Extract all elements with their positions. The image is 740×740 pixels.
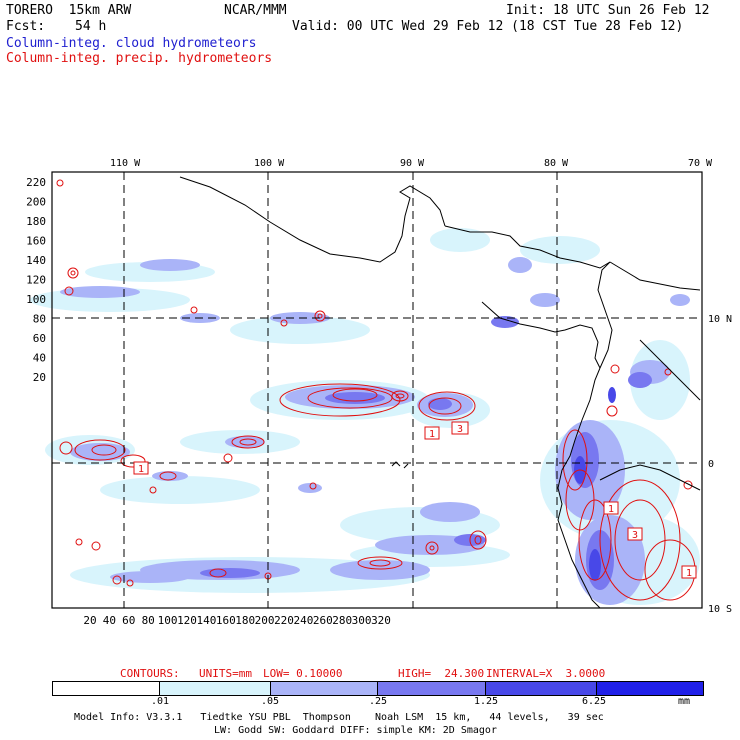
lon-label: 110 W xyxy=(110,158,141,169)
colorbar-label: .05 xyxy=(260,696,280,707)
colorbar-bin xyxy=(378,682,486,695)
contour-low: LOW= 0.10000 xyxy=(263,667,343,680)
colorbar-bin xyxy=(486,682,597,695)
x-tick-label: 300 xyxy=(352,614,372,627)
y-tick-label: 100 xyxy=(26,293,46,306)
x-tick-label: 200 xyxy=(255,614,275,627)
x-tick-label: 160 xyxy=(216,614,236,627)
forecast-label: Fcst: xyxy=(6,19,46,34)
x-tick-label: 100 xyxy=(158,614,178,627)
cloud-hydrometeor-shading xyxy=(30,228,700,605)
colorbar-units: mm xyxy=(677,696,691,707)
contour-label: 1 xyxy=(429,429,435,440)
colorbar-bin xyxy=(271,682,378,695)
contour-label: 1 xyxy=(608,504,614,515)
contour-label: 3 xyxy=(632,530,638,541)
y-tick-label: 20 xyxy=(33,371,46,384)
y-tick-label: 120 xyxy=(26,274,46,287)
colorbar-label: .01 xyxy=(150,696,170,707)
y-tick-label: 180 xyxy=(26,215,46,228)
x-tick-label: 120 xyxy=(177,614,197,627)
model-title: TORERO 15km ARW xyxy=(6,3,132,18)
y-tick-label: 160 xyxy=(26,235,46,248)
contour-label: 3 xyxy=(457,424,463,435)
y-tick-label: 80 xyxy=(33,313,46,326)
contour-units: UNITS=mm xyxy=(199,667,252,680)
model-physics: LW: Godd SW: Goddard DIFF: simple KM: 2D… xyxy=(214,725,497,736)
x-tick-label: 60 xyxy=(122,614,135,627)
precip-field-title: Column-integ. precip. hydrometeors xyxy=(6,51,273,66)
x-tick-label: 40 xyxy=(103,614,116,627)
lon-label: 100 W xyxy=(254,158,285,169)
y-tick-label: 60 xyxy=(33,332,46,345)
contour-interval: INTERVAL=X 3.0000 xyxy=(486,667,606,680)
x-tick-label: 140 xyxy=(196,614,216,627)
y-tick-label: 200 xyxy=(26,196,46,209)
y-tick-label: 140 xyxy=(26,254,46,267)
coastlines xyxy=(179,176,701,609)
x-tick-label: 220 xyxy=(274,614,294,627)
precip-contours xyxy=(56,179,696,601)
model-info: Model Info: V3.3.1 Tiedtke YSU PBL Thomp… xyxy=(74,712,604,723)
organization: NCAR/MMM xyxy=(224,3,287,18)
lat-labels: 10 N 0 10 S xyxy=(708,314,732,615)
contour-label: 1 xyxy=(686,568,692,579)
y-tick-labels: 220 200 180 160 140 120 100 80 60 40 20 xyxy=(26,176,46,384)
lat-label: 10 N xyxy=(708,314,732,325)
lat-label: 10 S xyxy=(708,604,732,615)
x-tick-label: 80 xyxy=(142,614,155,627)
forecast-hour: 54 h xyxy=(75,19,107,34)
lon-label: 70 W xyxy=(688,158,713,169)
x-tick-label: 280 xyxy=(332,614,352,627)
cloud-field-title: Column-integ. cloud hydrometeors xyxy=(6,36,257,51)
lat-lon-grid xyxy=(52,172,702,608)
contour-high: HIGH= 24.300 xyxy=(398,667,485,680)
contour-box-labels: 1 3 1 1 3 1 xyxy=(133,421,697,579)
lon-label: 90 W xyxy=(400,158,425,169)
colorbar-bin xyxy=(160,682,271,695)
contour-label: 1 xyxy=(138,464,144,475)
colorbar xyxy=(52,681,704,696)
colorbar-label: 1.25 xyxy=(473,696,499,707)
y-tick-label: 40 xyxy=(33,352,46,365)
lon-label: 80 W xyxy=(544,158,569,169)
contour-label-title: CONTOURS: xyxy=(120,667,180,680)
y-tick-label: 220 xyxy=(26,176,46,189)
x-tick-label: 240 xyxy=(293,614,313,627)
colorbar-bin xyxy=(597,682,703,695)
colorbar-bin xyxy=(53,682,160,695)
x-tick-label: 20 xyxy=(83,614,96,627)
colorbar-label: 6.25 xyxy=(581,696,607,707)
x-tick-labels: 20 40 60 80 100 120 140 160 180 200 220 240 260 280 30… xyxy=(83,614,391,627)
x-tick-label: 320 xyxy=(371,614,391,627)
map-frame xyxy=(51,171,703,609)
lon-labels: 110 W 100 W 90 W 80 W 70 W xyxy=(110,158,713,169)
x-tick-label: 260 xyxy=(313,614,333,627)
init-time: Init: 18 UTC Sun 26 Feb 12 xyxy=(506,3,710,18)
colorbar-label: .25 xyxy=(368,696,388,707)
lat-label: 0 xyxy=(708,459,714,470)
x-tick-label: 180 xyxy=(235,614,255,627)
valid-time: Valid: 00 UTC Wed 29 Feb 12 (18 CST Tue … xyxy=(292,19,684,34)
